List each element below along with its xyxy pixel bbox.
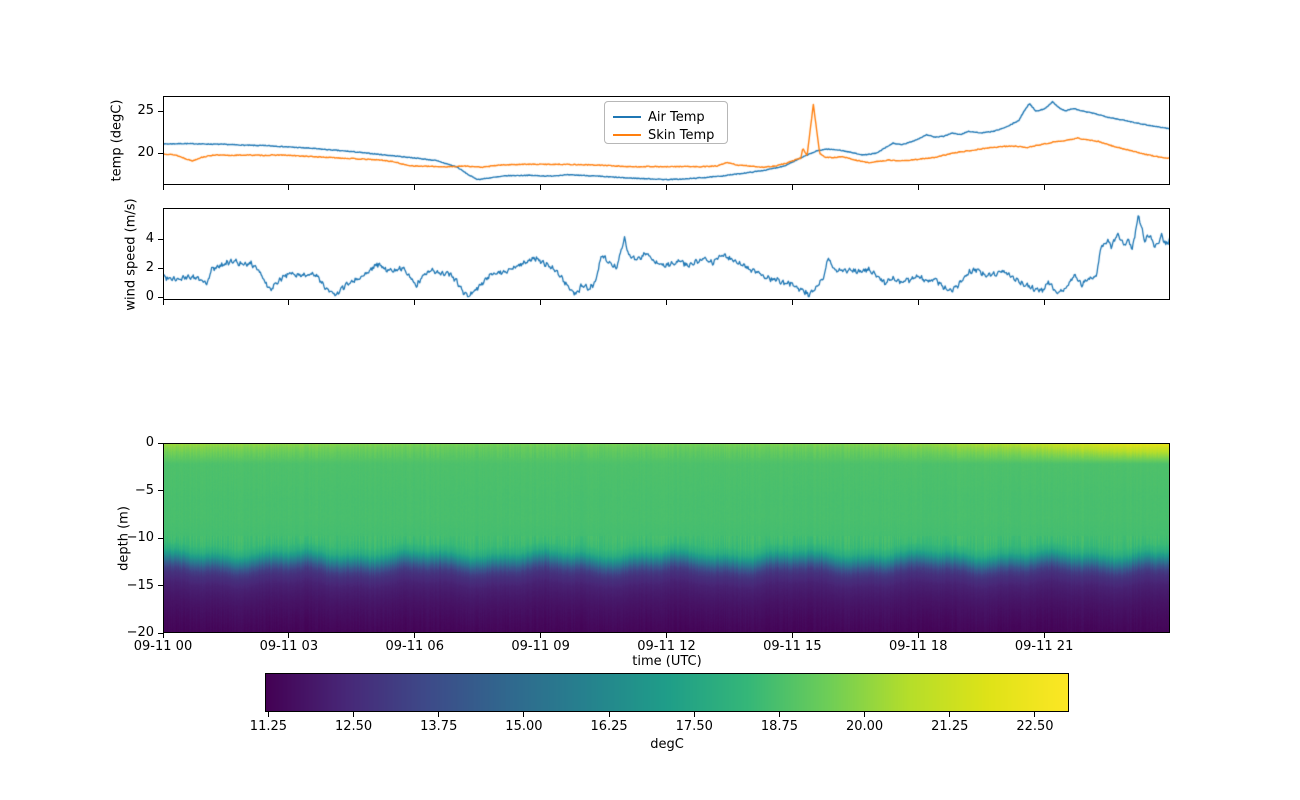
colorbar-tick-mark bbox=[864, 712, 866, 717]
y-tick-mark bbox=[158, 238, 163, 240]
y-tick-label: 0 bbox=[145, 435, 154, 450]
legend: Air Temp Skin Temp bbox=[604, 101, 728, 144]
x-tick-label: 09-11 15 bbox=[763, 639, 822, 654]
x-tick-mark bbox=[917, 300, 919, 305]
x-tick-label: 09-11 03 bbox=[259, 639, 319, 654]
colorbar-tick-mark bbox=[267, 712, 269, 717]
colorbar-label: degC bbox=[650, 737, 684, 752]
x-tick-label: 09-11 06 bbox=[385, 639, 444, 654]
y-tick-label: −10 bbox=[126, 530, 154, 545]
colorbar bbox=[265, 673, 1069, 712]
x-tick-mark bbox=[791, 633, 793, 638]
x-tick-mark bbox=[666, 300, 667, 305]
wind-ylabel: wind speed (m/s) bbox=[123, 198, 139, 311]
y-tick-mark bbox=[158, 267, 163, 269]
colorbar-tick-label: 12.50 bbox=[334, 719, 373, 734]
x-tick-mark bbox=[414, 300, 416, 305]
x-tick-mark bbox=[1043, 633, 1045, 638]
x-tick-mark bbox=[666, 185, 667, 190]
y-tick-mark bbox=[158, 490, 163, 491]
y-tick-label: 25 bbox=[137, 103, 154, 118]
y-tick-mark bbox=[158, 152, 163, 154]
y-tick-label: 4 bbox=[145, 231, 154, 246]
colorbar-tick-label: 13.75 bbox=[420, 719, 458, 734]
colorbar-tick-mark bbox=[608, 712, 610, 717]
colorbar-tick-label: 11.25 bbox=[249, 719, 288, 734]
colorbar-tick-mark bbox=[438, 712, 440, 717]
y-tick-mark bbox=[158, 632, 163, 634]
x-tick-mark bbox=[288, 185, 290, 190]
x-tick-mark bbox=[288, 633, 290, 638]
colorbar-tick-label: 21.25 bbox=[931, 719, 969, 734]
colorbar-tick-label: 15.00 bbox=[505, 719, 543, 734]
x-tick-mark bbox=[540, 300, 542, 305]
colorbar-tick-label: 20.00 bbox=[845, 719, 884, 734]
x-tick-label: 09-11 21 bbox=[1014, 639, 1074, 654]
x-tick-mark bbox=[414, 185, 416, 190]
y-tick-mark bbox=[158, 296, 163, 298]
air-temp-line-swatch bbox=[613, 115, 641, 119]
time-axis-label: time (UTC) bbox=[632, 654, 702, 669]
y-tick-label: 0 bbox=[145, 289, 154, 304]
x-tick-mark bbox=[540, 185, 542, 190]
depth-heatmap bbox=[163, 443, 1170, 633]
wind-plot-area bbox=[163, 208, 1170, 300]
colorbar-tick-mark bbox=[523, 712, 525, 717]
legend-entry-air-temp: Air Temp bbox=[613, 107, 705, 127]
y-tick-mark bbox=[158, 442, 163, 444]
legend-label: Air Temp bbox=[648, 109, 705, 125]
y-tick-label: −20 bbox=[126, 625, 154, 640]
x-tick-mark bbox=[162, 300, 164, 305]
x-tick-mark bbox=[917, 633, 919, 638]
y-tick-label: 20 bbox=[137, 145, 154, 161]
legend-label: Skin Temp bbox=[648, 127, 715, 143]
x-tick-mark bbox=[540, 633, 542, 638]
x-tick-label: 09-11 18 bbox=[889, 639, 948, 654]
colorbar-tick-mark bbox=[353, 712, 355, 717]
x-tick-label: 09-11 12 bbox=[637, 639, 696, 654]
colorbar-tick-mark bbox=[778, 712, 780, 717]
x-tick-mark bbox=[414, 633, 416, 638]
colorbar-tick-label: 18.75 bbox=[760, 719, 799, 734]
x-tick-mark bbox=[1043, 185, 1045, 190]
x-tick-mark bbox=[288, 300, 290, 305]
x-tick-label: 09-11 00 bbox=[133, 639, 193, 654]
y-tick-mark bbox=[158, 585, 163, 586]
x-tick-mark bbox=[1043, 300, 1045, 305]
x-tick-mark bbox=[791, 185, 793, 190]
y-tick-mark bbox=[158, 537, 163, 539]
y-tick-mark bbox=[158, 110, 163, 112]
colorbar-tick-label: 17.50 bbox=[675, 719, 713, 734]
x-tick-mark bbox=[917, 185, 919, 190]
colorbar-tick-mark bbox=[949, 712, 951, 717]
colorbar-tick-mark bbox=[693, 712, 695, 717]
y-tick-label: −15 bbox=[126, 577, 154, 593]
x-tick-mark bbox=[162, 185, 164, 190]
colorbar-tick-mark bbox=[1034, 712, 1036, 717]
legend-entry-skin-temp: Skin Temp bbox=[613, 125, 714, 145]
colorbar-tick-label: 16.25 bbox=[590, 719, 628, 734]
skin-temp-line-swatch bbox=[613, 133, 641, 137]
x-tick-label: 09-11 09 bbox=[511, 639, 570, 654]
y-tick-label: 2 bbox=[145, 260, 154, 275]
y-tick-label: −5 bbox=[134, 482, 154, 498]
x-tick-mark bbox=[666, 633, 667, 638]
colorbar-tick-label: 22.50 bbox=[1016, 719, 1054, 734]
x-tick-mark bbox=[162, 633, 164, 638]
x-tick-mark bbox=[791, 300, 793, 305]
